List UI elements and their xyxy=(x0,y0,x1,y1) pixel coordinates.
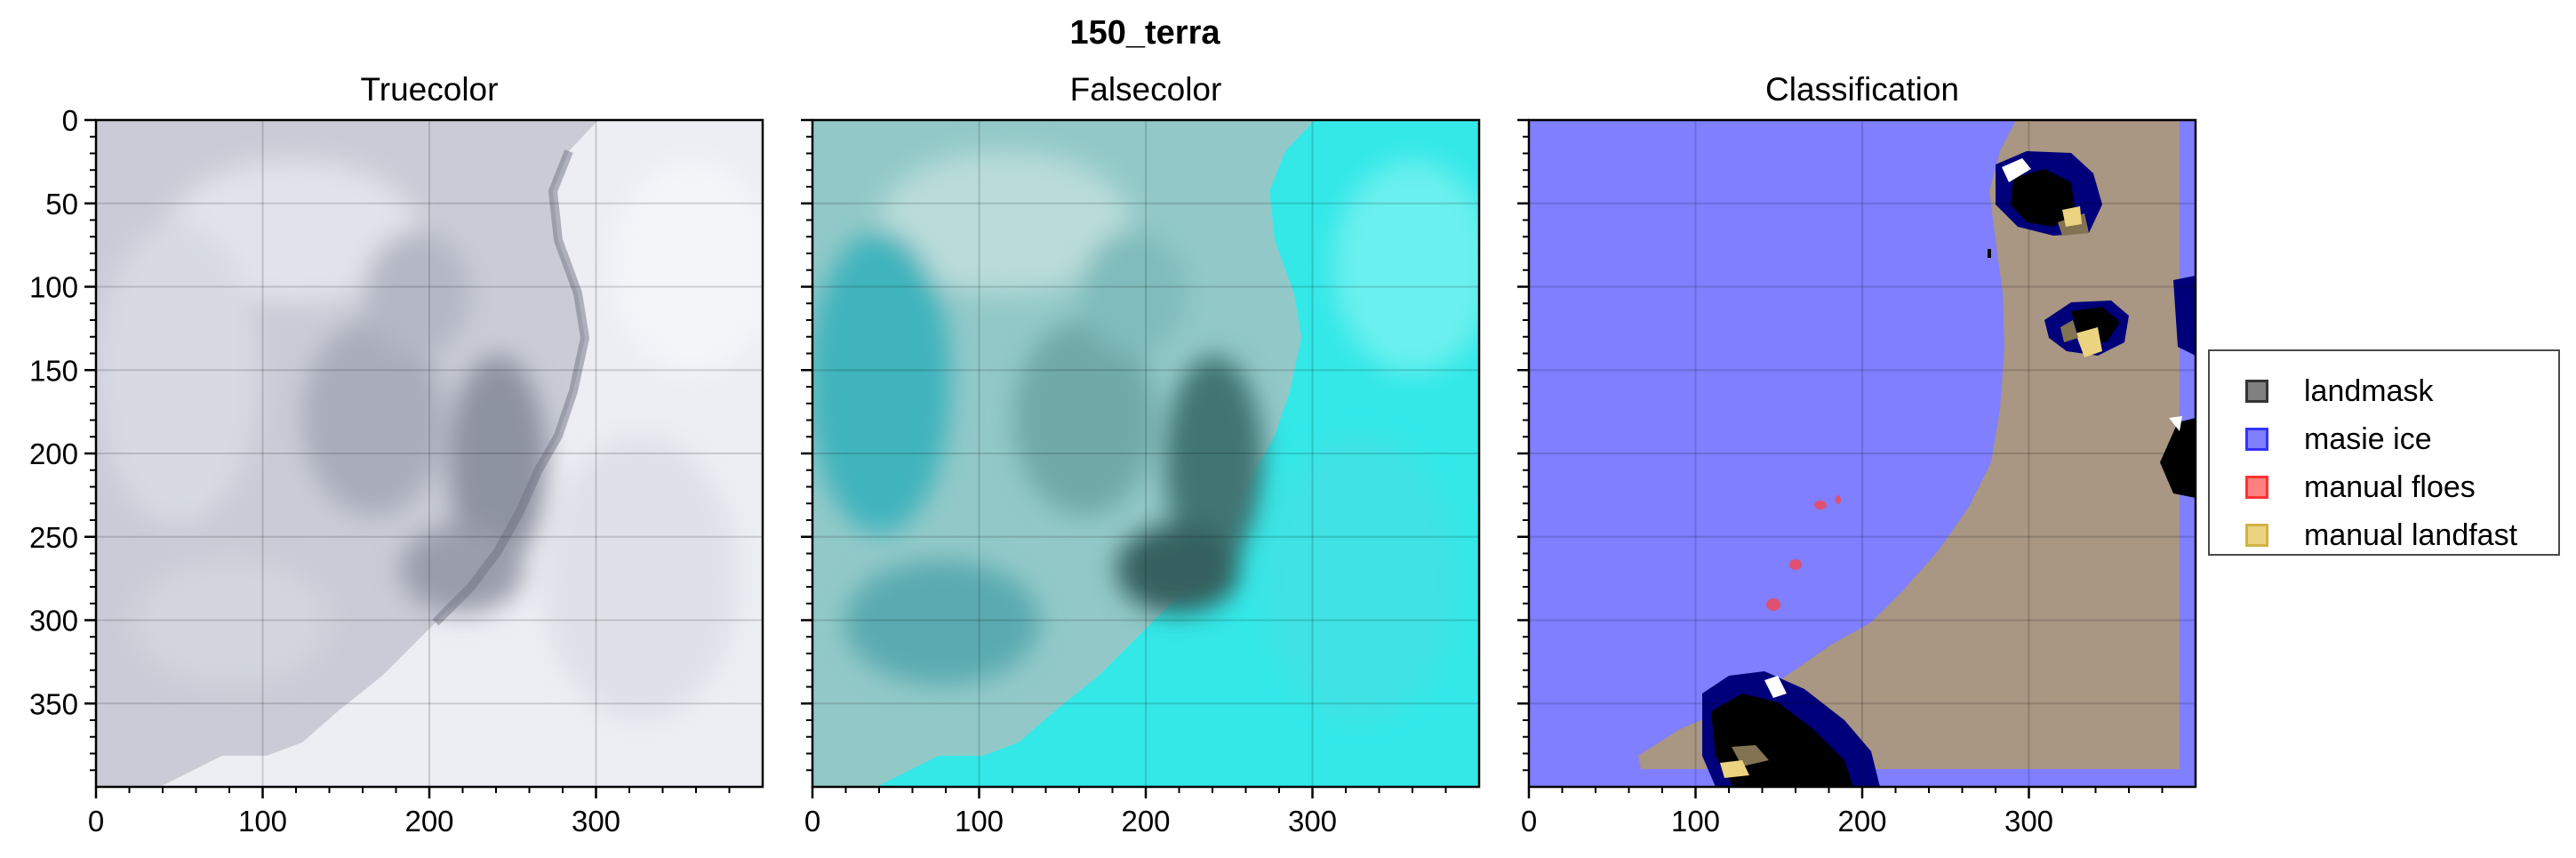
classification-image xyxy=(1529,120,2196,787)
y-tick-label: 100 xyxy=(29,271,78,304)
falsecolor-panel: Falsecolor xyxy=(812,71,1479,787)
legend-label-manual-floes: manual floes xyxy=(2304,469,2476,504)
y-tick-label: 50 xyxy=(45,188,78,221)
y-tick-label: 350 xyxy=(29,687,78,720)
legend-item-masie-ice: masie ice xyxy=(2245,421,2432,457)
classification-legend: landmask masie ice manual floes manual l… xyxy=(2208,349,2560,556)
falsecolor-image xyxy=(812,120,1479,787)
legend-label-manual-landfast: manual landfast xyxy=(2304,517,2518,552)
y-tick-label: 250 xyxy=(29,521,78,554)
axes-layer: 0 100 200 300 0 50 100 150 200 250 300 350 0 100 200 30… xyxy=(29,104,2197,838)
legend-label-masie-ice: masie ice xyxy=(2304,421,2432,456)
y-tick-label: 300 xyxy=(29,605,78,637)
y-tick-label: 0 xyxy=(62,104,78,137)
y-tick-label: 200 xyxy=(29,437,78,470)
axes-panel-1: 0 100 200 300 0 50 100 150 200 250 300 350 xyxy=(29,104,764,838)
x-tick-label: 0 xyxy=(1521,805,1537,838)
figure-suptitle: 150_terra xyxy=(1069,14,1220,52)
x-tick-label: 0 xyxy=(88,805,104,838)
x-tick-label: 200 xyxy=(404,805,453,838)
legend-item-manual-landfast: manual landfast xyxy=(2245,517,2517,553)
legend-item-manual-floes: manual floes xyxy=(2245,469,2476,505)
legend-label-landmask: landmask xyxy=(2304,373,2434,408)
truecolor-title: Truecolor xyxy=(361,71,499,108)
x-tick-label: 200 xyxy=(1121,805,1170,838)
y-tick-label: 150 xyxy=(29,354,78,387)
truecolor-image xyxy=(96,120,763,787)
truecolor-panel: Truecolor xyxy=(96,71,763,787)
axes-panel-2: 0 100 200 300 xyxy=(801,118,1481,838)
classification-title: Classification xyxy=(1765,71,1959,108)
x-tick-label: 100 xyxy=(238,805,287,838)
classification-panel: Classification xyxy=(1529,71,2196,787)
legend-swatch-manual-floes xyxy=(2245,476,2268,499)
x-tick-label: 300 xyxy=(1288,805,1337,838)
legend-item-landmask: landmask xyxy=(2245,373,2434,409)
legend-swatch-masie-ice xyxy=(2245,428,2268,451)
x-tick-label: 300 xyxy=(2004,805,2053,838)
x-tick-label: 0 xyxy=(804,805,820,838)
x-tick-label: 100 xyxy=(955,805,1004,838)
falsecolor-title: Falsecolor xyxy=(1070,71,1222,108)
x-tick-label: 200 xyxy=(1837,805,1886,838)
legend-swatch-manual-landfast xyxy=(2245,524,2268,547)
x-tick-label: 100 xyxy=(1671,805,1720,838)
axes-panel-3: 0 100 200 300 xyxy=(1517,118,2197,838)
legend-swatch-landmask xyxy=(2245,380,2268,403)
x-tick-label: 300 xyxy=(572,805,620,838)
